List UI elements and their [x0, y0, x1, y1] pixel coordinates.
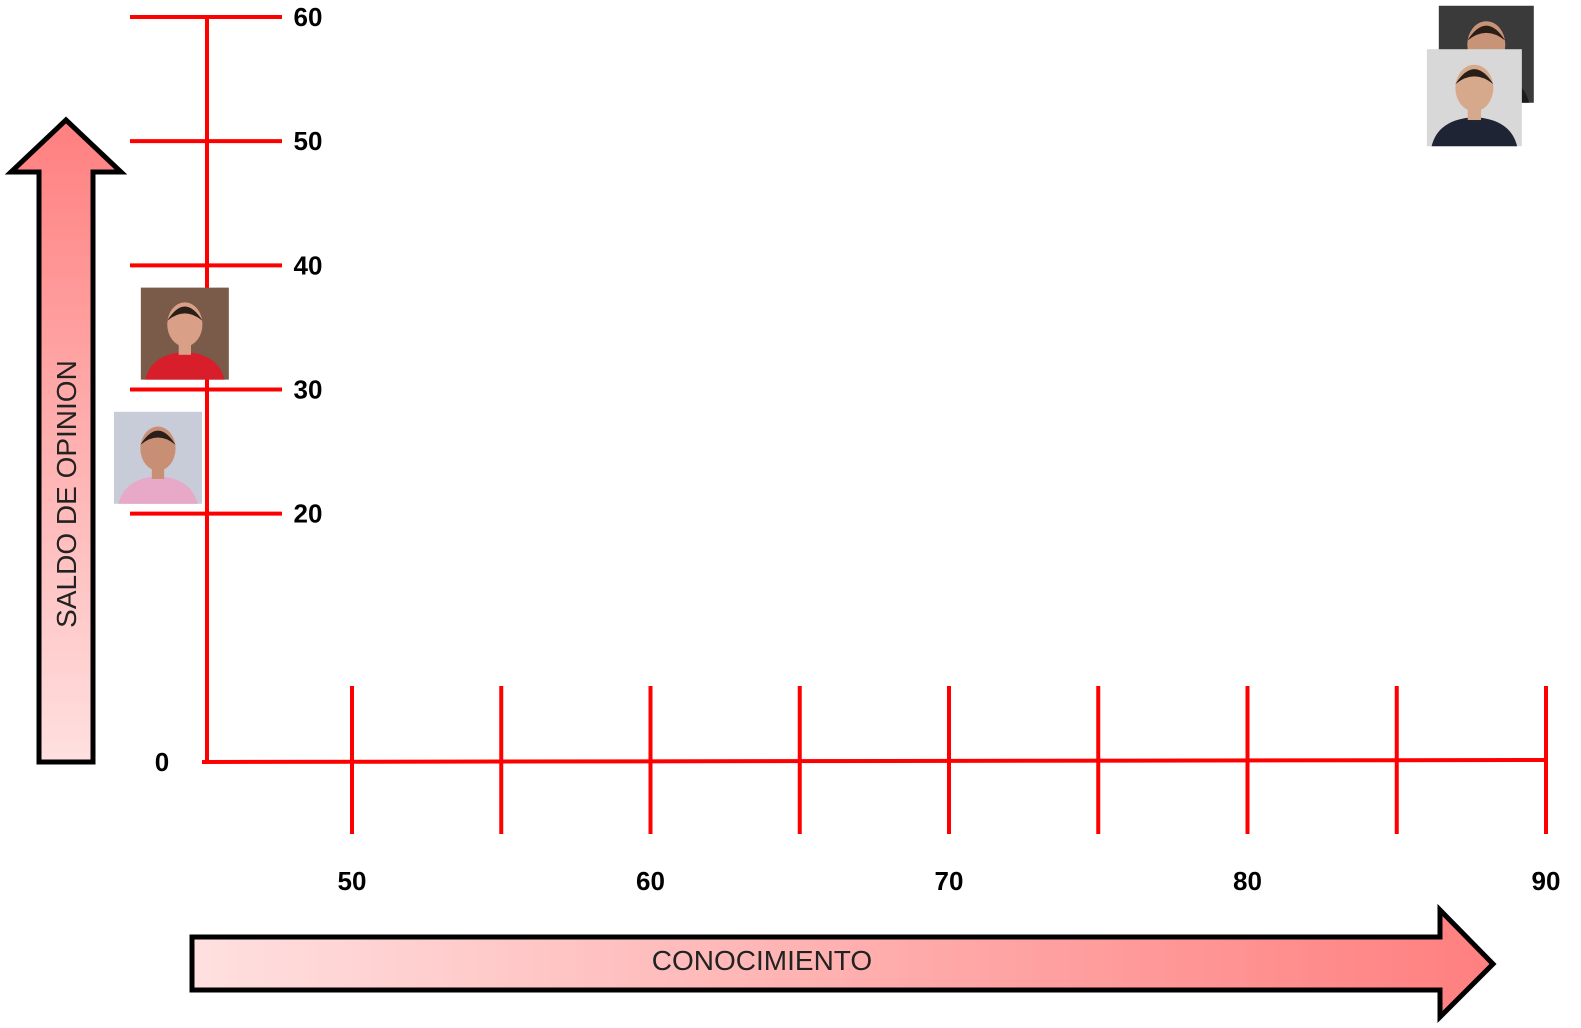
x-tick-label-60: 60	[636, 866, 665, 896]
portrait-icon	[113, 411, 202, 504]
x-axis-title: CONOCIMIENTO	[652, 945, 872, 976]
ticks: 0 20 30 40 50 60 50 60 70 80 90	[130, 2, 1560, 896]
data-points	[113, 5, 1534, 504]
y-tick-label-30: 30	[294, 375, 323, 405]
x-axis-line	[201, 758, 1549, 764]
y-tick-label-0: 0	[155, 747, 169, 777]
y-axis-title: SALDO DE OPINION	[51, 360, 82, 628]
y-tick-label-50: 50	[294, 126, 323, 156]
y-tick-label-40: 40	[294, 250, 323, 280]
y-axis-arrow	[4, 116, 128, 765]
y-tick-label-60: 60	[294, 2, 323, 32]
portrait-icon	[140, 287, 229, 380]
portrait-icon	[1426, 49, 1522, 147]
x-tick-label-70: 70	[935, 866, 964, 896]
x-axis-arrow	[189, 903, 1497, 1024]
axes	[201, 15, 1549, 764]
y-tick-label-20: 20	[294, 499, 323, 529]
x-tick-label-90: 90	[1532, 866, 1561, 896]
x-tick-label-50: 50	[338, 866, 367, 896]
x-tick-label-80: 80	[1233, 866, 1262, 896]
